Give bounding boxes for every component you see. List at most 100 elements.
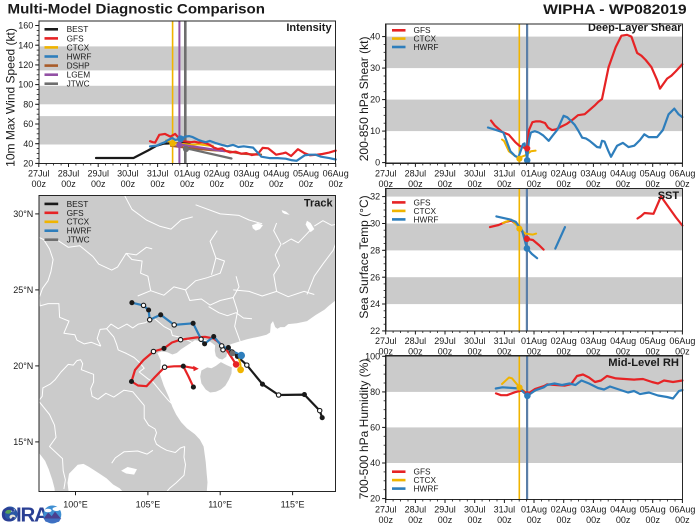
svg-text:28Jul: 28Jul <box>405 169 427 179</box>
svg-text:00z: 00z <box>408 179 423 189</box>
svg-text:22: 22 <box>370 326 380 336</box>
svg-text:CTCX: CTCX <box>414 34 437 44</box>
svg-text:60: 60 <box>370 423 380 433</box>
svg-text:10: 10 <box>370 126 380 136</box>
svg-text:00z: 00z <box>269 179 284 189</box>
svg-text:20°N: 20°N <box>13 361 33 371</box>
svg-text:24: 24 <box>370 299 380 309</box>
svg-text:CTCX: CTCX <box>67 217 90 227</box>
svg-text:04Aug: 04Aug <box>610 505 636 515</box>
svg-text:05Aug: 05Aug <box>640 336 666 346</box>
svg-text:105°E: 105°E <box>136 500 161 510</box>
svg-text:00z: 00z <box>408 346 423 356</box>
svg-text:SST: SST <box>658 190 680 202</box>
svg-text:40: 40 <box>370 32 380 42</box>
svg-text:03Aug: 03Aug <box>234 169 260 179</box>
svg-text:06Aug: 06Aug <box>323 169 349 179</box>
svg-text:GFS: GFS <box>67 208 85 218</box>
svg-text:JTWC: JTWC <box>67 79 90 89</box>
svg-text:00z: 00z <box>378 346 393 356</box>
svg-text:00z: 00z <box>150 179 165 189</box>
svg-text:20: 20 <box>23 159 33 169</box>
svg-text:CTCX: CTCX <box>414 206 437 216</box>
svg-text:06Aug: 06Aug <box>669 505 695 515</box>
svg-text:110°E: 110°E <box>208 500 232 510</box>
svg-text:02Aug: 02Aug <box>204 169 230 179</box>
svg-text:200-850 hPa Shear (kt): 200-850 hPa Shear (kt) <box>357 37 371 162</box>
svg-text:40: 40 <box>370 458 380 468</box>
svg-text:00z: 00z <box>586 515 601 525</box>
svg-text:28Jul: 28Jul <box>58 169 80 179</box>
svg-text:80: 80 <box>370 387 380 397</box>
svg-text:00z: 00z <box>586 346 601 356</box>
svg-text:00z: 00z <box>32 179 47 189</box>
svg-text:20: 20 <box>370 95 380 105</box>
svg-text:00z: 00z <box>378 179 393 189</box>
svg-text:00z: 00z <box>616 515 631 525</box>
svg-text:160: 160 <box>18 21 33 31</box>
svg-text:30: 30 <box>370 219 380 229</box>
svg-text:HWRF: HWRF <box>414 484 439 494</box>
svg-text:0: 0 <box>375 158 380 168</box>
svg-text:04Aug: 04Aug <box>610 169 636 179</box>
svg-text:LGEM: LGEM <box>67 70 91 80</box>
svg-text:30Jul: 30Jul <box>464 505 486 515</box>
svg-text:31Jul: 31Jul <box>494 169 516 179</box>
svg-text:29Jul: 29Jul <box>434 336 456 346</box>
svg-text:27Jul: 27Jul <box>28 169 50 179</box>
svg-text:GFS: GFS <box>414 25 432 35</box>
svg-text:00z: 00z <box>180 179 195 189</box>
svg-text:00z: 00z <box>675 515 690 525</box>
svg-text:06Aug: 06Aug <box>669 169 695 179</box>
svg-text:00z: 00z <box>527 515 542 525</box>
svg-text:GFS: GFS <box>67 33 85 43</box>
svg-text:00z: 00z <box>239 179 254 189</box>
svg-text:BEST: BEST <box>67 199 89 209</box>
svg-text:115°E: 115°E <box>281 500 305 510</box>
svg-text:IRA: IRA <box>16 504 49 525</box>
svg-text:28: 28 <box>370 245 380 255</box>
svg-text:00z: 00z <box>586 179 601 189</box>
svg-text:00z: 00z <box>299 179 314 189</box>
svg-text:04Aug: 04Aug <box>610 336 636 346</box>
svg-text:Multi-Model Diagnostic Compari: Multi-Model Diagnostic Comparison <box>8 2 266 17</box>
svg-text:100°E: 100°E <box>63 500 88 510</box>
svg-text:HWRF: HWRF <box>67 226 92 236</box>
svg-text:27Jul: 27Jul <box>375 169 397 179</box>
svg-text:05Aug: 05Aug <box>640 505 666 515</box>
svg-text:02Aug: 02Aug <box>551 169 577 179</box>
svg-text:00z: 00z <box>497 179 512 189</box>
svg-text:00z: 00z <box>438 515 453 525</box>
svg-text:27Jul: 27Jul <box>375 505 397 515</box>
svg-text:29Jul: 29Jul <box>87 169 109 179</box>
svg-text:HWRF: HWRF <box>67 51 92 61</box>
svg-text:06Aug: 06Aug <box>669 336 695 346</box>
svg-text:00z: 00z <box>328 179 343 189</box>
svg-text:10m Max Wind Speed (kt): 10m Max Wind Speed (kt) <box>3 28 17 167</box>
svg-text:31Jul: 31Jul <box>494 336 516 346</box>
svg-text:01Aug: 01Aug <box>521 505 547 515</box>
svg-text:03Aug: 03Aug <box>580 505 606 515</box>
svg-text:GFS: GFS <box>414 467 432 477</box>
svg-text:00z: 00z <box>645 179 660 189</box>
svg-text:DSHP: DSHP <box>67 61 91 71</box>
svg-text:28Jul: 28Jul <box>405 505 427 515</box>
svg-text:CTCX: CTCX <box>67 42 90 52</box>
svg-text:05Aug: 05Aug <box>293 169 319 179</box>
svg-text:HWRF: HWRF <box>414 42 439 52</box>
svg-text:60: 60 <box>23 119 33 129</box>
svg-text:00z: 00z <box>645 346 660 356</box>
svg-text:00z: 00z <box>467 346 482 356</box>
svg-text:40: 40 <box>23 139 33 149</box>
svg-text:29Jul: 29Jul <box>434 505 456 515</box>
svg-text:WIPHA - WP082019: WIPHA - WP082019 <box>543 1 687 17</box>
svg-text:00z: 00z <box>556 179 571 189</box>
svg-text:80: 80 <box>23 99 33 109</box>
svg-text:01Aug: 01Aug <box>521 336 547 346</box>
svg-text:15°N: 15°N <box>13 437 33 447</box>
svg-text:04Aug: 04Aug <box>263 169 289 179</box>
svg-text:00z: 00z <box>616 346 631 356</box>
svg-text:00z: 00z <box>467 179 482 189</box>
svg-text:03Aug: 03Aug <box>580 336 606 346</box>
svg-text:00z: 00z <box>408 515 423 525</box>
